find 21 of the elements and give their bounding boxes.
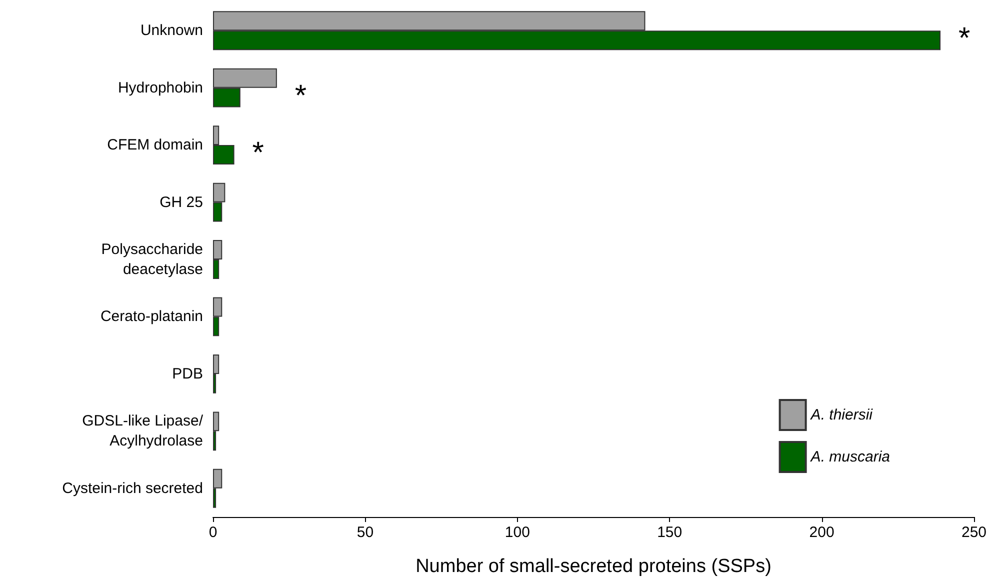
- legend-label: A. thiersii: [810, 406, 874, 424]
- x-tick-label: 250: [961, 524, 987, 541]
- y-tick-label: GH 25: [160, 194, 203, 211]
- legend-label: A. muscaria: [810, 448, 890, 466]
- y-tick-label: GDSL-like Lipase/ Acylhydrolase: [82, 412, 204, 450]
- annotation: *: [958, 22, 971, 56]
- x-tick-label: 50: [356, 524, 374, 541]
- annotation: *: [294, 79, 307, 112]
- y-tick-label: Polysaccharide deacetylase: [101, 241, 203, 278]
- y-tick-label: Cerato-platanin: [100, 308, 203, 326]
- y-tick-label: CFEM domain: [107, 136, 203, 154]
- x-axis-title: Number of small-secreted proteins (SSPs): [416, 556, 772, 577]
- x-tick-label: 100: [504, 524, 530, 541]
- y-tick-label: Cystein-rich secreted: [62, 480, 203, 497]
- y-tick-label: Hydrophobin: [118, 79, 203, 96]
- annotation: *: [252, 136, 264, 170]
- x-tick-label: 150: [657, 524, 682, 541]
- x-tick-label: 0: [208, 524, 218, 541]
- y-tick-label: Unknown: [140, 22, 203, 40]
- x-tick-label: 200: [809, 524, 834, 541]
- y-tick-label: PDB: [172, 365, 203, 382]
